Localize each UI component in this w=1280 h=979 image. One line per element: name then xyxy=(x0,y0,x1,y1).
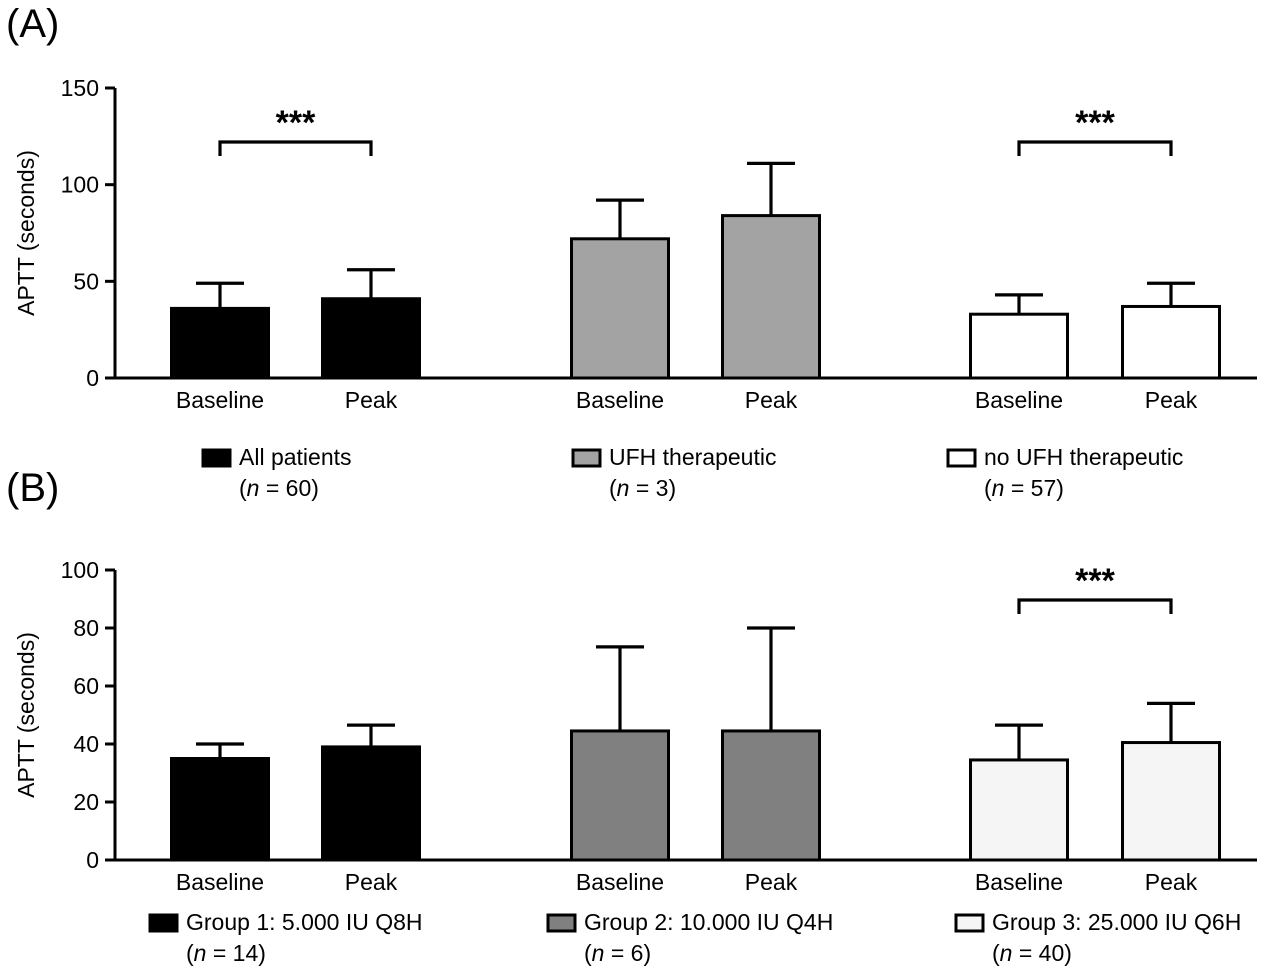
bar-peak xyxy=(321,745,421,862)
x-tick-label: Baseline xyxy=(176,387,264,413)
y-tick-label: 40 xyxy=(73,731,99,757)
y-tick-label: 0 xyxy=(86,847,99,873)
legend-n-label: (n = 14) xyxy=(186,940,266,966)
x-tick-label: Baseline xyxy=(975,869,1063,895)
x-tick-label: Peak xyxy=(745,869,798,895)
legend-label: All patients xyxy=(239,444,352,470)
significance-bracket xyxy=(1017,598,1173,614)
significance-bracket xyxy=(218,140,373,156)
y-tick-label: 20 xyxy=(73,789,99,815)
x-tick-label: Baseline xyxy=(576,387,664,413)
x-tick-label: Peak xyxy=(1145,387,1198,413)
y-axis-label: APTT (seconds) xyxy=(13,632,39,798)
significance-stars: *** xyxy=(276,104,316,142)
x-tick-label: Baseline xyxy=(176,869,264,895)
bar-baseline xyxy=(570,237,670,380)
bar-peak xyxy=(1121,741,1221,862)
legend-n-label: (n = 6) xyxy=(584,940,651,966)
y-tick-label: 100 xyxy=(61,557,99,583)
bar-baseline xyxy=(570,729,670,862)
bar-baseline xyxy=(969,758,1069,862)
x-tick-label: Peak xyxy=(1145,869,1198,895)
bar-peak xyxy=(321,297,421,380)
panel-b-label: (B) xyxy=(6,466,60,510)
legend-n-label: (n = 3) xyxy=(609,475,676,501)
y-axis-label: APTT (seconds) xyxy=(13,150,39,316)
y-tick-label: 100 xyxy=(61,172,99,198)
x-tick-label: Peak xyxy=(345,387,398,413)
legend-label: no UFH therapeutic xyxy=(984,444,1183,470)
y-tick-label: 60 xyxy=(73,673,99,699)
bar-baseline xyxy=(170,306,270,380)
x-tick-label: Peak xyxy=(745,387,798,413)
legend-label: Group 2: 10.000 IU Q4H xyxy=(584,909,833,935)
legend-swatch xyxy=(946,448,977,468)
significance-bracket xyxy=(1017,140,1173,156)
legend-n-label: (n = 57) xyxy=(984,475,1064,501)
y-tick-label: 150 xyxy=(61,75,99,101)
legend-swatch xyxy=(148,913,179,933)
legend-swatch xyxy=(954,913,985,933)
panel-a-label: (A) xyxy=(6,2,60,46)
legend-n-label: (n = 40) xyxy=(992,940,1072,966)
bar-baseline xyxy=(170,757,270,862)
significance-stars: *** xyxy=(1075,104,1115,142)
x-tick-label: Baseline xyxy=(975,387,1063,413)
legend-label: Group 1: 5.000 IU Q8H xyxy=(186,909,423,935)
legend-label: Group 3: 25.000 IU Q6H xyxy=(992,909,1241,935)
legend-swatch xyxy=(546,913,577,933)
significance-stars: *** xyxy=(1075,562,1115,600)
legend-swatch xyxy=(571,448,602,468)
legend-swatch xyxy=(201,448,232,468)
y-tick-label: 0 xyxy=(86,365,99,391)
bar-peak xyxy=(721,214,821,380)
y-tick-label: 80 xyxy=(73,615,99,641)
x-tick-label: Peak xyxy=(345,869,398,895)
x-tick-label: Baseline xyxy=(576,869,664,895)
bar-peak xyxy=(1121,304,1221,380)
y-tick-label: 50 xyxy=(73,268,99,294)
bar-baseline xyxy=(969,312,1069,380)
bar-peak xyxy=(721,729,821,862)
legend-n-label: (n = 60) xyxy=(239,475,319,501)
legend-label: UFH therapeutic xyxy=(609,444,776,470)
